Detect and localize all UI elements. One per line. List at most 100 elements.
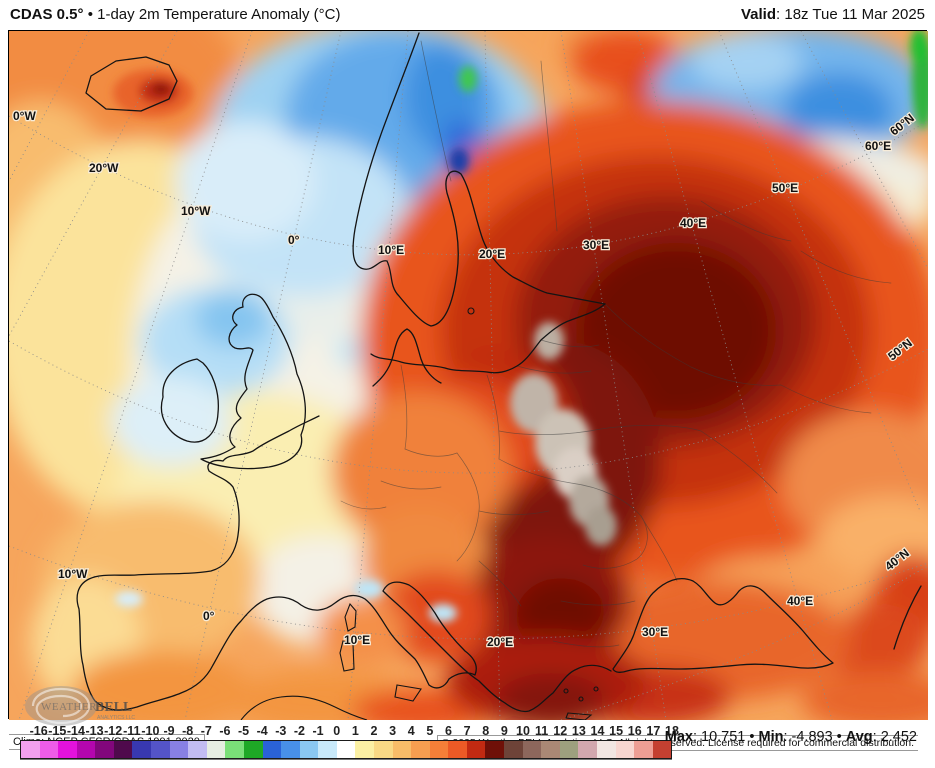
legend-tick-label: 18 <box>665 724 679 738</box>
grid-label: 10°W <box>58 567 88 581</box>
legend-tick-label: 14 <box>590 724 605 738</box>
weatherbell-logo: WEATHER BELL ANALYTICS LLC <box>23 681 153 731</box>
grid-label: 10°W <box>181 204 211 218</box>
legend-cell <box>522 741 542 758</box>
legend-tick-label: -5 <box>237 724 250 738</box>
title-separator: • <box>83 6 98 23</box>
legend-ticks: -16 -15 -14 -13 -12 -11 -10 -9 -8 -7 -6 -5 -4 -3 -2 -1 0… <box>20 724 679 740</box>
color-scale-legend: -16 -15 -14 -13 -12 -11 -10 -9 -8 -7 -6 -5 -4 -3 -2 -1 0… <box>20 724 679 766</box>
legend-cell <box>448 741 467 758</box>
legend-tick-label: 15 <box>609 724 624 738</box>
min-label: Min <box>758 729 784 745</box>
grid-label: 0° <box>203 609 215 623</box>
legend-cell <box>95 741 114 758</box>
legend-cell <box>225 741 244 758</box>
legend-tick-label: 7 <box>463 724 471 738</box>
legend-tick-label: 4 <box>407 724 415 738</box>
grid-label: 30°E <box>583 238 609 252</box>
legend-tick-label: -4 <box>256 724 268 738</box>
legend-cell <box>615 741 635 758</box>
legend-cell <box>355 741 374 758</box>
grid-label: 20°E <box>487 635 513 649</box>
avg-label: Avg <box>845 729 873 745</box>
legend-tick-label: 2 <box>370 724 378 738</box>
grid-label: 40°E <box>680 216 706 230</box>
grid-label: 60°E <box>865 139 891 153</box>
legend-cell <box>429 741 449 758</box>
grid-label: 30°E <box>642 625 668 639</box>
legend-tick-label: -10 <box>141 724 160 738</box>
grid-label: 0°W <box>13 109 36 123</box>
valid-label: Valid <box>740 6 777 23</box>
legend-cell <box>39 741 59 758</box>
legend-cell <box>634 741 653 758</box>
field-statistics: Max: 10.751 • Min: -4.893 • Avg: 2.452 <box>665 729 917 745</box>
grid-label: 10°E <box>344 633 370 647</box>
legend-tick-label: 9 <box>500 724 508 738</box>
legend-tick-label: -8 <box>182 724 194 738</box>
avg-value: : 2.452 <box>872 729 917 745</box>
legend-cell <box>58 741 77 758</box>
logo-weather-text: WEATHER <box>41 701 97 713</box>
legend-tick-label: -9 <box>163 724 175 738</box>
legend-cell <box>188 741 207 758</box>
legend-cell <box>299 741 319 758</box>
legend-tick-label: 5 <box>426 724 434 738</box>
legend-tick-label: -7 <box>200 724 212 738</box>
legend-cell <box>169 741 189 758</box>
legend-cell <box>336 741 356 758</box>
map-title: CDAS 0.5° • 1-day 2m Temperature Anomaly… <box>10 6 340 23</box>
legend-tick-label: -14 <box>66 724 85 738</box>
legend-tick-label: 10 <box>516 724 530 738</box>
legend-cell <box>113 741 133 758</box>
legend-tick-label: -1 <box>312 724 324 738</box>
legend-cell <box>262 741 282 758</box>
min-value: : -4.893 <box>783 729 833 745</box>
legend-tick-label: 11 <box>534 724 549 738</box>
hurricane-swirl-icon <box>25 686 97 726</box>
grid-label: 20°E <box>479 247 505 261</box>
max-value: : 10.751 <box>692 729 746 745</box>
legend-cell <box>541 741 560 758</box>
legend-tick-label: 3 <box>389 724 397 738</box>
legend-cell <box>206 741 226 758</box>
legend-tick-label: -2 <box>293 724 305 738</box>
legend-tick-label: 1 <box>351 724 359 738</box>
grid-label: 20°W <box>89 161 119 175</box>
legend-cell <box>411 741 430 758</box>
legend-tick-label: 12 <box>553 724 568 738</box>
legend-cell <box>281 741 300 758</box>
legend-cell <box>21 741 40 758</box>
grid-label: 50°E <box>772 181 798 195</box>
stats-sep2: • <box>832 729 846 745</box>
legend-cell <box>596 741 616 758</box>
legend-tick-label: -16 <box>29 724 48 738</box>
legend-cell <box>578 741 597 758</box>
legend-cell <box>151 741 170 758</box>
legend-tick-label: 16 <box>627 724 642 738</box>
max-label: Max <box>664 729 693 745</box>
legend-tick-label: 6 <box>444 724 452 738</box>
legend-tick-label: -3 <box>275 724 287 738</box>
temperature-anomaly-map: 0°W20°W10°W0°10°E 20°E30°E40°E50°E60°E60°… <box>9 31 928 720</box>
legend-cell <box>132 741 152 758</box>
grid-label: 40°E <box>787 594 813 608</box>
logo-analytics-text: ANALYTICS LLC <box>97 715 135 721</box>
legend-tick-label: 13 <box>571 724 586 738</box>
country-borders <box>340 40 892 648</box>
valid-time: Valid: 18z Tue 11 Mar 2025 <box>741 6 925 23</box>
map-frame: 0°W 20°W 10°W 0° 10°E 20°E 30°E 40°E 50°E 60°E 6 0°… <box>8 30 928 751</box>
stats-sep1: • <box>745 729 759 745</box>
coastlines <box>76 32 922 720</box>
legend-cell <box>559 741 579 758</box>
legend-tick-label: -15 <box>48 724 67 738</box>
graticule <box>9 31 928 720</box>
grid-label: 10°E <box>378 243 404 257</box>
legend-cell <box>504 741 523 758</box>
legend-cell <box>485 741 505 758</box>
legend-cell <box>243 741 263 758</box>
logo-bell-text: BELL <box>95 700 132 715</box>
legend-tick-label: -12 <box>104 724 123 738</box>
legend-tick-label: -11 <box>123 724 141 738</box>
